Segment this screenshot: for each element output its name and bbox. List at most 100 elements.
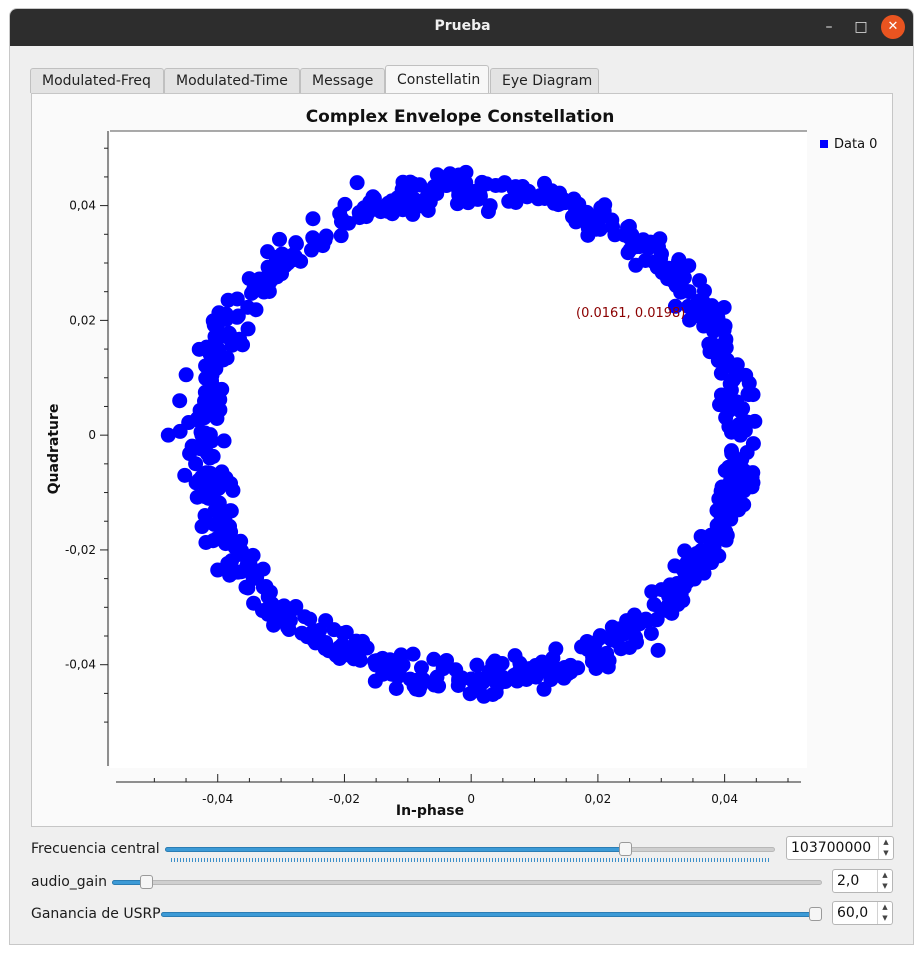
constellation-panel: Complex Envelope Constellation In-phase … [31, 93, 893, 827]
data-point [426, 677, 442, 693]
data-point [515, 179, 531, 195]
data-point [667, 298, 683, 314]
data-point [518, 672, 534, 688]
ganancia-usrp-slider[interactable] [161, 904, 822, 926]
data-point [405, 646, 421, 662]
constellation-plot[interactable]: Complex Envelope Constellation In-phase … [32, 94, 892, 826]
ganancia-usrp-label: Ganancia de USRP [31, 906, 161, 922]
data-point [220, 292, 236, 308]
data-point [550, 197, 566, 213]
close-icon[interactable]: ✕ [881, 15, 905, 39]
slider-fill [161, 912, 815, 917]
data-point [225, 482, 241, 498]
data-point [650, 642, 666, 658]
data-point [731, 417, 747, 433]
ganancia-usrp-spinbox[interactable]: 60,0 ▲ ▼ [832, 901, 893, 925]
data-point [617, 227, 633, 243]
data-point [305, 230, 321, 246]
frecuencia-slider[interactable] [165, 839, 775, 862]
data-point [585, 649, 601, 665]
spin-arrows-icon[interactable]: ▲ ▼ [877, 902, 892, 924]
data-point [245, 547, 261, 563]
data-point [178, 367, 194, 383]
maximize-icon[interactable]: □ [854, 19, 868, 35]
data-point [184, 438, 200, 454]
audio-gain-spinbox[interactable]: 2,0 ▲ ▼ [832, 869, 893, 893]
legend-swatch [820, 140, 828, 148]
x-tick-label: -0,02 [329, 792, 360, 806]
data-point [367, 196, 383, 212]
data-point [683, 561, 699, 577]
data-point [467, 676, 483, 692]
data-point [272, 231, 288, 247]
tab-modulated-freq[interactable]: Modulated-Freq [30, 68, 164, 93]
spin-arrows-icon[interactable]: ▲ ▼ [877, 870, 892, 892]
slider-ticks [171, 858, 769, 862]
tab-message[interactable]: Message [300, 68, 385, 93]
data-point [288, 236, 304, 252]
data-point [216, 433, 232, 449]
data-point [745, 387, 761, 403]
data-point [650, 253, 666, 269]
frecuencia-label: Frecuencia central [31, 841, 160, 857]
data-point [341, 215, 357, 231]
cursor-readout: (0.0161, 0.0198) [576, 306, 685, 321]
chart-title: Complex Envelope Constellation [306, 107, 615, 127]
data-point [393, 647, 409, 663]
data-point [188, 475, 204, 491]
data-point [245, 563, 261, 579]
data-point [485, 686, 501, 702]
data-point [628, 630, 644, 646]
data-point [211, 512, 227, 528]
data-point [712, 505, 728, 521]
data-point [453, 671, 469, 687]
audio-gain-label: audio_gain [31, 874, 108, 890]
data-point [494, 177, 510, 193]
data-point [194, 519, 210, 535]
data-point [693, 543, 709, 559]
tab-modulated-time[interactable]: Modulated-Time [164, 68, 300, 93]
data-point [487, 660, 503, 676]
minimize-icon[interactable]: – [825, 19, 833, 35]
data-point [240, 321, 256, 337]
data-point [223, 524, 239, 540]
y-tick-label: -0,02 [65, 543, 96, 557]
data-point [413, 198, 429, 214]
data-point [201, 396, 217, 412]
data-point [193, 424, 209, 440]
data-point [315, 238, 331, 254]
data-point [326, 622, 342, 638]
slider-handle[interactable] [809, 907, 822, 921]
spin-arrows-icon[interactable]: ▲ ▼ [878, 837, 893, 859]
data-point [458, 175, 474, 191]
tab-eye-diagram[interactable]: Eye Diagram [490, 68, 599, 93]
data-point [390, 666, 406, 682]
data-point [451, 187, 467, 203]
data-point [413, 660, 429, 676]
data-point [660, 603, 676, 619]
data-point [532, 188, 548, 204]
frecuencia-value: 103700000 [791, 840, 872, 856]
slider-handle[interactable] [140, 875, 153, 889]
window-title: Prueba [434, 18, 491, 34]
data-point [278, 603, 294, 619]
frecuencia-spinbox[interactable]: 103700000 ▲ ▼ [786, 836, 894, 860]
data-point [303, 242, 319, 258]
x-tick-label: -0,04 [202, 792, 233, 806]
data-point [718, 340, 734, 356]
data-point [219, 350, 235, 366]
data-point [426, 651, 442, 667]
audio-gain-slider[interactable] [112, 872, 822, 894]
data-point [287, 249, 303, 265]
slider-handle[interactable] [619, 842, 632, 856]
x-axis-label: In-phase [396, 803, 464, 819]
data-point [741, 375, 757, 391]
data-point [696, 294, 712, 310]
data-point [563, 664, 579, 680]
tab-constellation[interactable]: Constellatin [385, 65, 489, 94]
data-point [321, 643, 337, 659]
data-point [359, 640, 375, 656]
data-point [172, 393, 188, 409]
data-point [729, 394, 745, 410]
data-point [224, 553, 240, 569]
